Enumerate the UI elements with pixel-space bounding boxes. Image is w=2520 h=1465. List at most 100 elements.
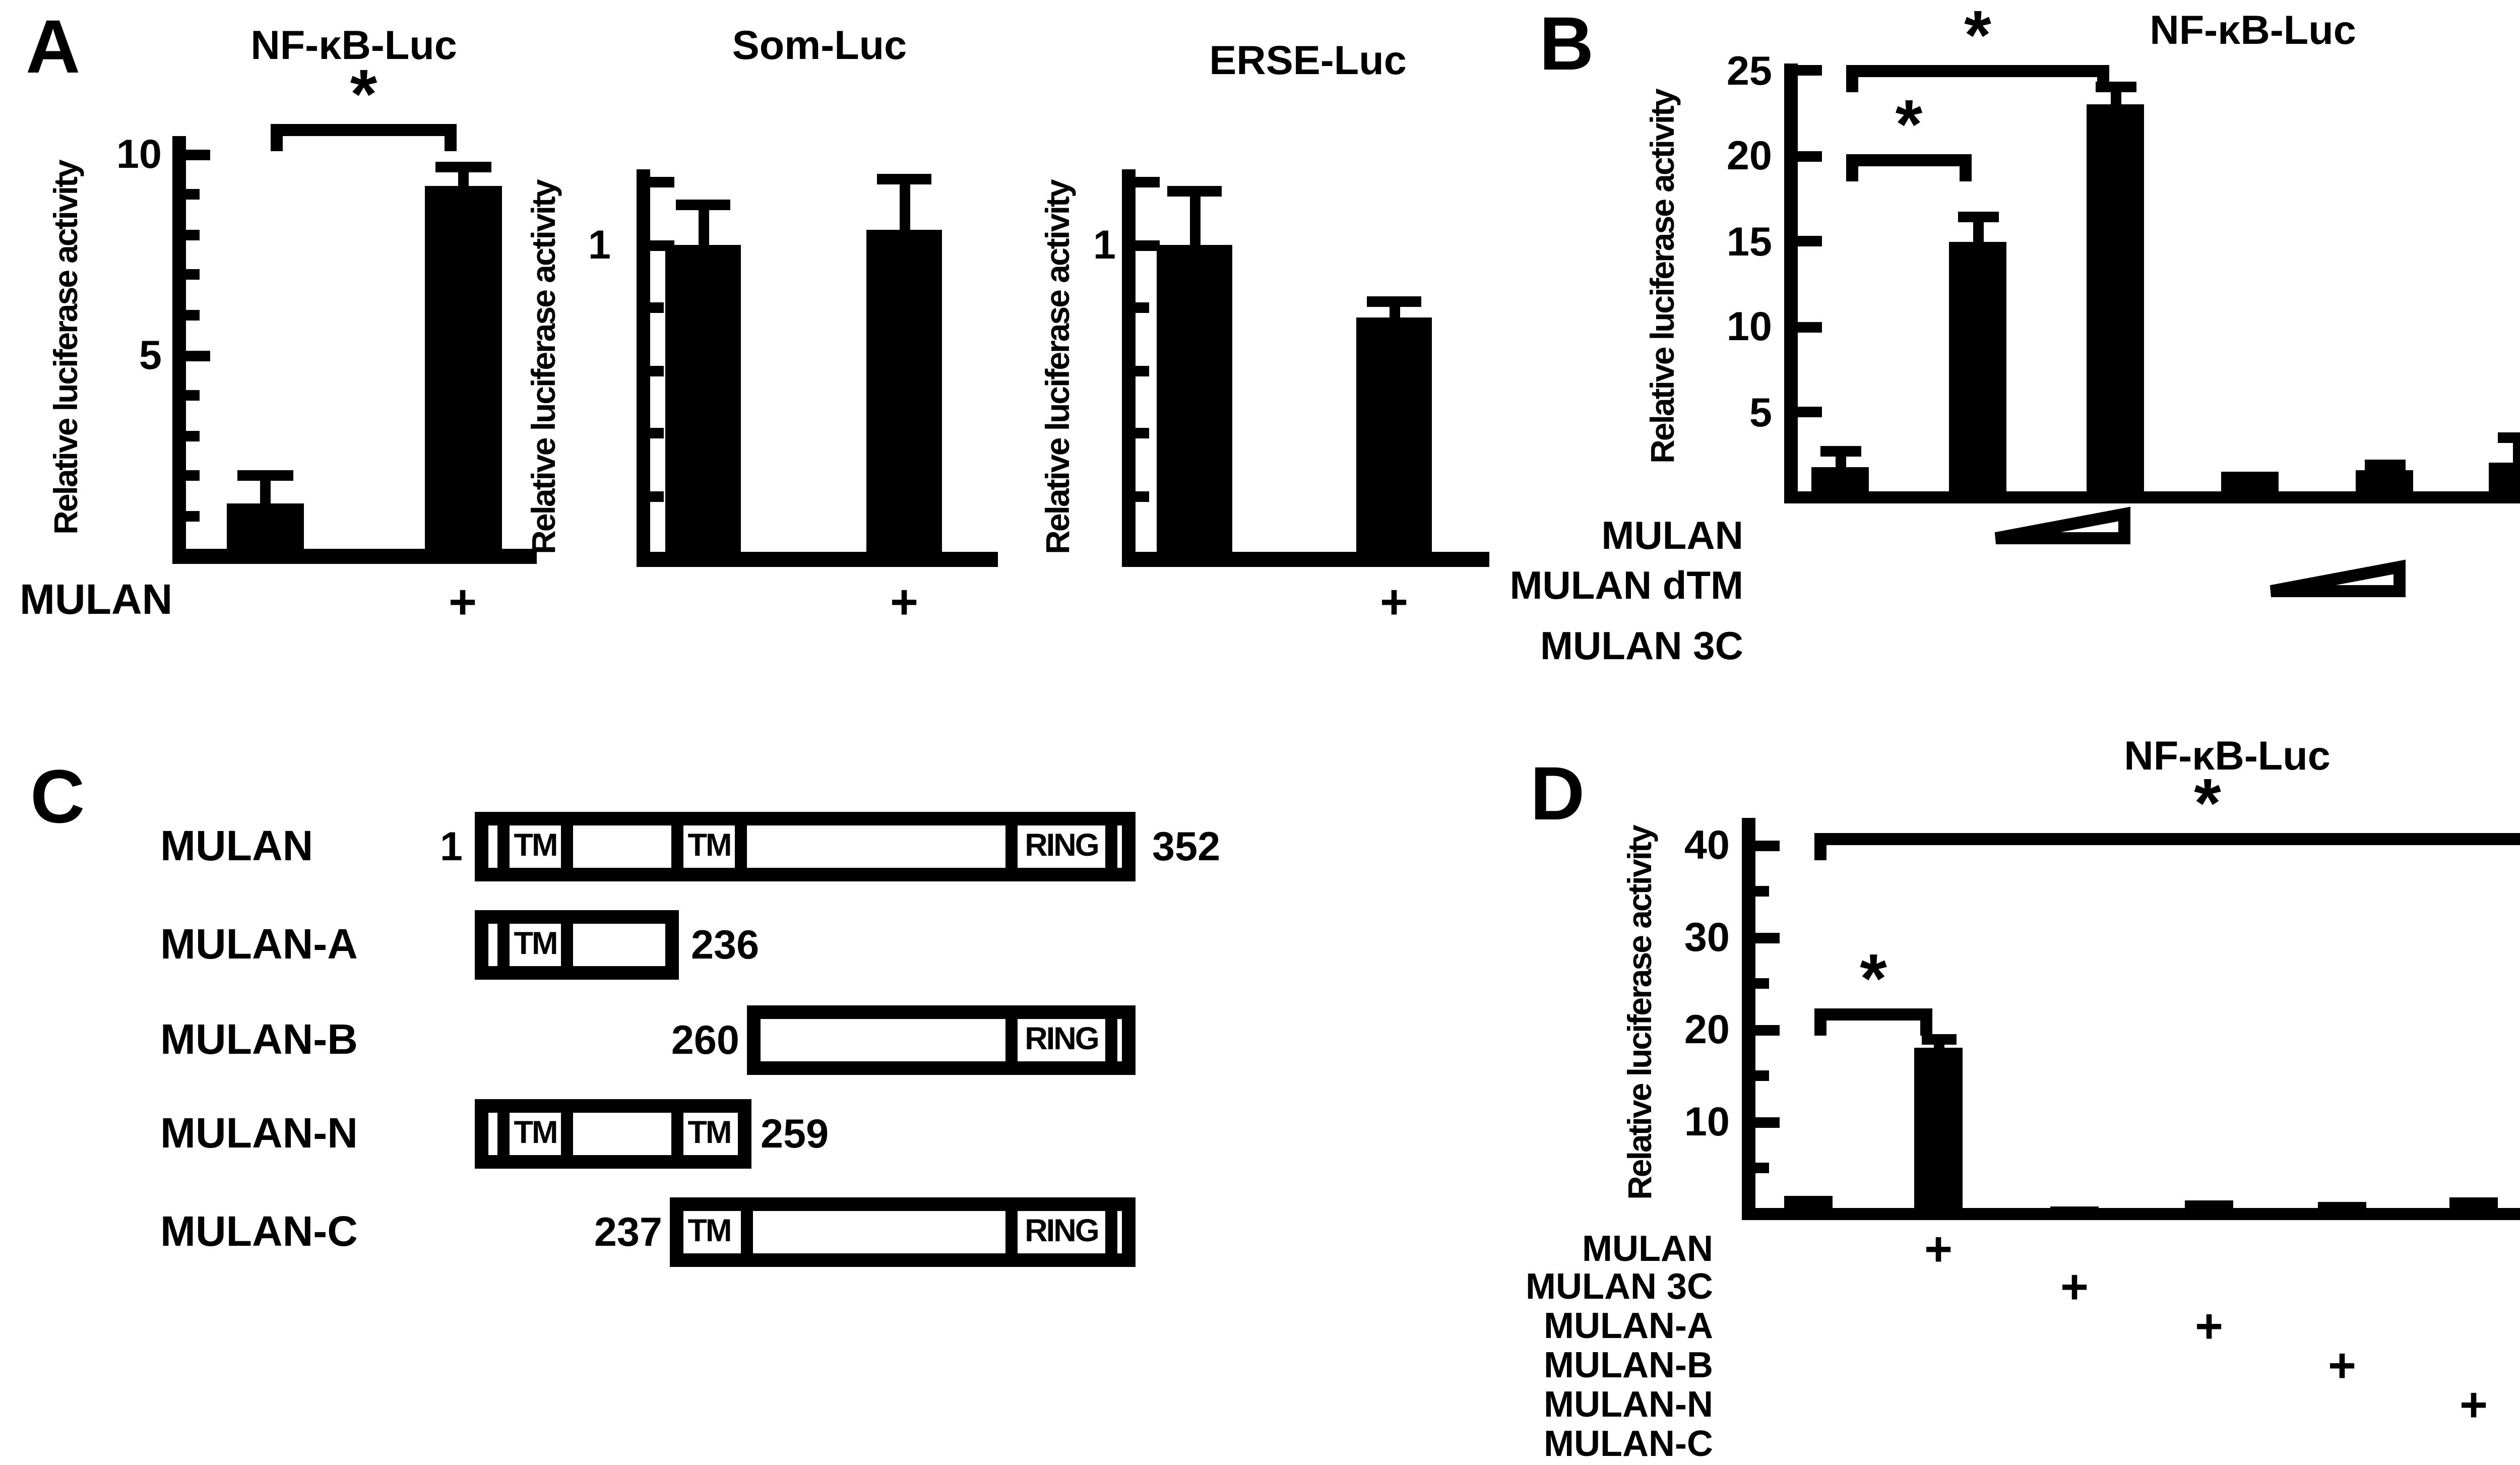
y-tick-major (1754, 840, 1779, 851)
y-tick-minor (1135, 491, 1149, 502)
error-bar-stem (698, 204, 709, 263)
y-tick-label: 1 (588, 222, 611, 268)
error-bar-stem (457, 166, 468, 205)
y-tick-minor (185, 390, 199, 401)
construct-end-mulan: 352 (1152, 824, 1221, 869)
bar (1356, 317, 1432, 567)
construct-name-mulan-c: MULAN-C (160, 1208, 358, 1255)
construct-end-mulan-n: 259 (761, 1111, 829, 1157)
y-tick-label: 15 (1726, 218, 1772, 264)
y-tick-minor (1135, 302, 1149, 313)
error-bar-cap (434, 161, 491, 172)
construct-start-mulan-c: 237 (594, 1209, 662, 1255)
construct-box (475, 1099, 751, 1169)
construct-start-mulan-b: 260 (671, 1017, 739, 1063)
y-tick-minor (185, 430, 199, 441)
y-tick-major (1797, 407, 1821, 417)
y-tick-label: 10 (1684, 1099, 1730, 1144)
construct-divider (497, 1113, 510, 1155)
panel-d-row-label-mulan-n: MULAN-N (1544, 1385, 1713, 1426)
bar (2185, 1200, 2233, 1220)
bar (2318, 1201, 2366, 1220)
y-axis-line (1741, 818, 1755, 1220)
bar (665, 245, 741, 567)
chart-a2-title: Som-Luc (732, 23, 907, 68)
construct-name-mulan-n: MULAN-N (160, 1110, 358, 1157)
construct-name-mulan: MULAN (160, 822, 313, 869)
chart-a1-title: NF-κB-Luc (250, 23, 457, 68)
significance-bracket (1814, 833, 2520, 861)
panel-d-row-label-mulan-c: MULAN-C (1544, 1424, 1713, 1465)
error-bar-cap (877, 173, 931, 184)
panel-d-letter: D (1530, 751, 1585, 836)
y-axis-line (171, 136, 185, 564)
y-axis-line (636, 169, 650, 567)
y-tick-major (185, 149, 210, 160)
y-tick-label: 40 (1684, 822, 1730, 868)
construct-divider (1005, 1211, 1018, 1253)
panel-a-row-label-mulan: MULAN (20, 576, 173, 623)
tm-domain-label: TM (687, 1214, 732, 1249)
tm-domain-label: TM (687, 1116, 732, 1151)
y-tick-minor (649, 302, 663, 313)
error-bar-stem (2512, 437, 2520, 482)
bar (2221, 472, 2279, 503)
significance-star: * (350, 54, 377, 134)
construct-name-mulan-b: MULAN-B (160, 1016, 358, 1063)
chart-b-title: NF-κB-Luc (2150, 8, 2356, 53)
panel-b-row-label-mulan: MULAN (1601, 513, 1743, 558)
construct-divider (497, 825, 510, 868)
y-tick-major (1135, 176, 1159, 187)
error-bar-cap (676, 199, 730, 210)
plus-mark: + (1379, 575, 1409, 629)
dose-wedge-icon (2270, 559, 2406, 597)
construct-divider (561, 1113, 573, 1155)
tm-domain-label: TM (514, 1116, 558, 1151)
error-bar-cap (1167, 186, 1222, 197)
y-tick-major (185, 350, 210, 361)
y-tick-minor (185, 309, 199, 321)
y-tick-label: 25 (1726, 47, 1772, 93)
chart-a3-title: ERSE-Luc (1209, 38, 1407, 83)
y-tick-minor (649, 428, 663, 439)
y-tick-minor (185, 470, 199, 481)
construct-divider (1105, 1211, 1117, 1253)
ring-domain-label: RING (1025, 1022, 1100, 1057)
bar (2050, 1206, 2099, 1220)
y-tick-minor (185, 189, 199, 200)
y-tick-minor (1754, 1163, 1769, 1173)
panel-d-row-label-mulan: MULAN (1582, 1229, 1713, 1270)
y-tick-minor (1754, 886, 1769, 897)
significance-star: * (2194, 763, 2221, 843)
panel-b-letter: B (1539, 2, 1594, 86)
y-axis-line (1783, 63, 1797, 503)
x-axis-line (1741, 1208, 2520, 1220)
panel-c-letter: C (30, 754, 85, 839)
construct-divider (561, 825, 573, 868)
construct-name-mulan-a: MULAN-A (160, 921, 358, 968)
y-tick-major (1135, 239, 1159, 250)
significance-bracket (1846, 154, 1972, 181)
y-tick-minor (649, 365, 663, 376)
error-bar-cap (1819, 446, 1861, 457)
error-bar-cap (1957, 212, 1998, 223)
tm-domain-label: TM (687, 829, 732, 863)
construct-divider (1105, 1019, 1117, 1061)
y-tick-major (1754, 1116, 1779, 1127)
y-tick-minor (649, 491, 663, 502)
y-tick-label: 20 (1684, 1007, 1730, 1052)
y-tick-minor (185, 229, 199, 240)
plus-mark: + (2060, 1259, 2089, 1314)
plus-mark: + (448, 575, 477, 629)
panel-d-row-label-mulan-b: MULAN-B (1544, 1346, 1713, 1386)
ring-domain-label: RING (1025, 1214, 1100, 1249)
significance-star: * (1895, 84, 1923, 163)
panel-b-row-label-mulan-dtm: MULAN dTM (1509, 562, 1743, 608)
y-tick-major (1797, 65, 1821, 76)
construct-divider (497, 924, 510, 966)
construct-box (475, 812, 1136, 881)
error-bar-stem (1972, 217, 1983, 260)
y-tick-minor (1135, 365, 1149, 376)
